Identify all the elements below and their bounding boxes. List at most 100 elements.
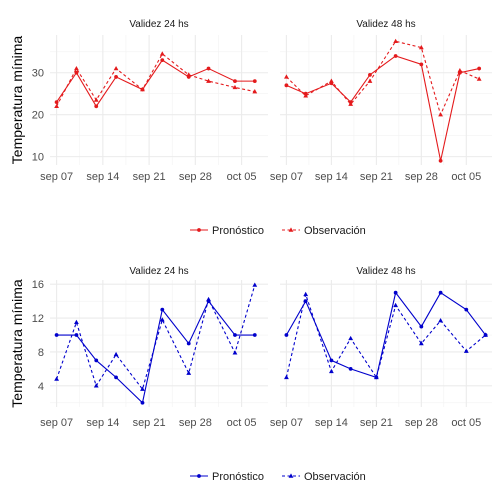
observation-point (114, 66, 119, 70)
y-axis-label: Temperatura mínima (9, 279, 25, 408)
observation-point (348, 336, 353, 340)
forecast-point (233, 333, 237, 337)
x-tick-label: sep 14 (86, 171, 119, 183)
forecast-point (141, 401, 145, 405)
y-tick-label: 8 (38, 347, 44, 359)
panel-title: Validez 48 hs (356, 266, 415, 277)
x-tick-label: sep 14 (315, 417, 348, 429)
forecast-point (329, 359, 333, 363)
forecast-point (94, 104, 98, 108)
forecast-point (285, 83, 289, 87)
forecast-point (94, 359, 98, 363)
legend-forecast-marker (197, 228, 201, 232)
observation-point (464, 349, 469, 353)
chart-panel: Validez 48 hs sep 07 sep 14 sep 21 sep 28 oct… (270, 266, 492, 429)
panel-title: Validez 48 hs (356, 19, 415, 30)
observation-point (74, 66, 79, 70)
forecast-line (286, 56, 479, 161)
forecast-point (253, 333, 257, 337)
panel-title: Validez 24 hs (129, 19, 188, 30)
forecast-point (439, 159, 443, 163)
observation-line (286, 41, 479, 114)
observation-point (284, 375, 289, 379)
forecast-point (114, 375, 118, 379)
observation-point (54, 376, 59, 380)
observation-point (477, 76, 482, 80)
legend-label: Pronóstico (212, 225, 264, 237)
x-tick-label: sep 14 (86, 417, 119, 429)
forecast-point (114, 75, 118, 79)
chart-panel: Validez 24 hs 4 8 12 16 sep 07 sep 14 sep 21 sep… (32, 266, 268, 429)
chart-panel: Validez 48 hs sep 07 sep 14 sep 21 sep 28 oct… (270, 19, 492, 183)
x-tick-label: sep 21 (133, 171, 166, 183)
y-tick-label: 16 (32, 279, 44, 291)
observation-point (284, 74, 289, 78)
x-tick-label: sep 28 (405, 171, 438, 183)
observation-point (303, 292, 308, 296)
observation-point (438, 318, 443, 322)
forecast-point (207, 67, 211, 71)
observation-point (206, 297, 211, 301)
forecast-point (419, 325, 423, 329)
observation-point (329, 369, 334, 373)
forecast-point (394, 54, 398, 58)
legend: Pronóstico Observación (190, 471, 366, 483)
y-tick-label: 10 (32, 152, 44, 164)
forecast-point (75, 333, 79, 337)
forecast-point (349, 367, 353, 371)
observation-point (457, 68, 462, 72)
forecast-line (57, 60, 255, 106)
panel-title: Validez 24 hs (129, 266, 188, 277)
chart-panel: Validez 24 hs 10 20 30 sep 07 sep 14 sep 21 sep… (32, 19, 268, 183)
observation-point (393, 39, 398, 43)
x-tick-label: oct 05 (227, 417, 257, 429)
observation-point (54, 104, 59, 108)
legend-forecast-marker (197, 474, 201, 478)
legend-label: Observación (304, 471, 366, 483)
x-tick-label: sep 07 (270, 417, 303, 429)
x-tick-label: sep 28 (405, 417, 438, 429)
forecast-point (253, 79, 257, 83)
y-tick-label: 20 (32, 110, 44, 122)
observation-point (368, 79, 373, 83)
x-tick-label: sep 21 (360, 171, 393, 183)
legend-label: Observación (304, 225, 366, 237)
forecast-point (55, 333, 59, 337)
y-axis-label: Temperatura mínima (9, 36, 25, 165)
x-tick-label: sep 21 (360, 417, 393, 429)
x-tick-label: sep 28 (179, 171, 212, 183)
forecast-point (160, 58, 164, 62)
forecast-point (160, 308, 164, 312)
x-tick-label: oct 05 (451, 417, 481, 429)
forecast-point (419, 62, 423, 66)
y-tick-label: 30 (32, 68, 44, 80)
y-tick-label: 4 (38, 381, 44, 393)
x-tick-label: sep 28 (179, 417, 212, 429)
legend: Pronóstico Observación (190, 225, 366, 237)
x-tick-label: oct 05 (451, 171, 481, 183)
x-tick-label: sep 07 (40, 417, 73, 429)
forecast-point (233, 79, 237, 83)
observation-point (114, 352, 119, 356)
observation-line (57, 54, 255, 106)
observation-point (186, 371, 191, 375)
y-tick-label: 12 (32, 313, 44, 325)
forecast-point (464, 308, 468, 312)
x-tick-label: oct 05 (227, 171, 257, 183)
forecast-point (368, 73, 372, 77)
forecast-point (477, 67, 481, 71)
x-tick-label: sep 14 (315, 171, 348, 183)
x-tick-label: sep 21 (133, 417, 166, 429)
x-tick-label: sep 07 (270, 171, 303, 183)
forecast-point (394, 291, 398, 295)
observation-point (74, 320, 79, 324)
forecast-point (439, 291, 443, 295)
forecast-point (55, 100, 59, 104)
observation-point (393, 303, 398, 307)
legend-label: Pronóstico (212, 471, 264, 483)
observation-point (329, 79, 334, 83)
forecast-point (285, 333, 289, 337)
x-tick-label: sep 07 (40, 171, 73, 183)
forecast-point (187, 342, 191, 346)
